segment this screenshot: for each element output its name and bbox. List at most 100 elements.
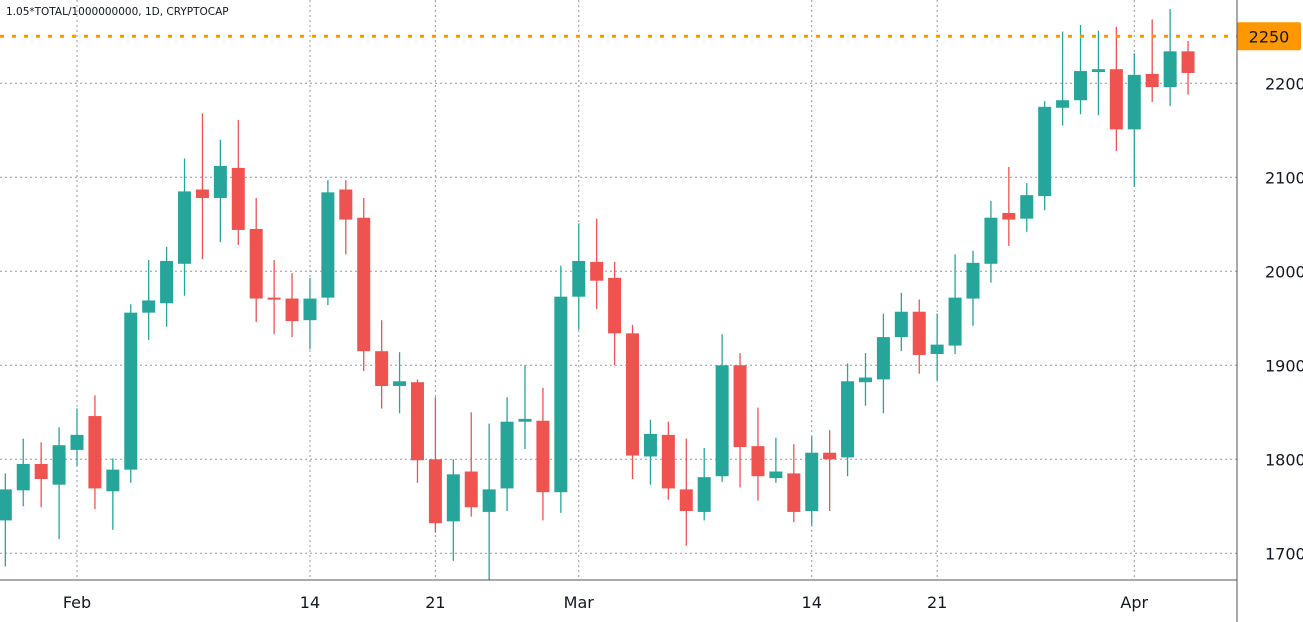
- candle-body: [1056, 100, 1070, 108]
- candle-up: [984, 200, 998, 283]
- candle-up: [769, 437, 783, 483]
- candle-up: [841, 363, 855, 477]
- candle-down: [249, 197, 263, 323]
- candle-down: [464, 412, 478, 517]
- candle-body: [393, 381, 407, 386]
- candle-body: [178, 191, 192, 264]
- candle-body: [500, 421, 514, 489]
- candle-up: [805, 436, 819, 526]
- candle-body: [267, 297, 281, 300]
- candle-body: [52, 445, 66, 485]
- candle-up: [303, 277, 317, 350]
- candle-body: [321, 192, 335, 298]
- candle-down: [1002, 166, 1016, 246]
- candle-body: [375, 351, 389, 386]
- candle-down: [733, 353, 747, 488]
- candle-down: [1109, 26, 1123, 151]
- y-tick-label: 2200: [1265, 74, 1303, 93]
- candle-body: [428, 459, 442, 524]
- x-tick-label: 21: [425, 593, 445, 612]
- candle-down: [375, 320, 389, 409]
- candle-up: [894, 292, 908, 352]
- candle-up: [0, 473, 12, 567]
- candle-up: [446, 459, 460, 561]
- candle-up: [142, 260, 156, 340]
- candle-body: [357, 217, 371, 352]
- candle-down: [428, 397, 442, 533]
- candle-down: [626, 324, 640, 480]
- candle-down: [339, 180, 353, 255]
- candle-body: [1145, 73, 1159, 88]
- candle-up: [1056, 31, 1070, 126]
- x-tick-label: Apr: [1120, 593, 1148, 612]
- x-tick-label: 21: [927, 593, 947, 612]
- candle-body: [1020, 195, 1034, 219]
- candle-body: [1002, 213, 1016, 220]
- candle-down: [1145, 19, 1159, 103]
- candle-down: [751, 407, 765, 501]
- candle-body: [1181, 51, 1195, 73]
- candle-down: [536, 387, 550, 521]
- candle-body: [823, 452, 837, 460]
- candles: [0, 9, 1195, 580]
- candle-up: [321, 180, 335, 306]
- candle-up: [1020, 182, 1034, 232]
- candle-up: [858, 353, 872, 406]
- candle-body: [608, 277, 622, 334]
- candle-body: [590, 261, 604, 281]
- candle-body: [142, 300, 156, 313]
- x-tick-label: 14: [300, 593, 320, 612]
- candle-body: [805, 452, 819, 511]
- candle-body: [213, 166, 227, 198]
- candle-body: [536, 420, 550, 493]
- candle-body: [948, 297, 962, 346]
- candle-body: [285, 298, 299, 322]
- candle-body: [787, 473, 801, 512]
- candle-body: [661, 434, 675, 489]
- candle-down: [267, 260, 281, 335]
- candle-up: [715, 334, 729, 482]
- candle-body: [1127, 74, 1141, 130]
- candle-body: [626, 333, 640, 456]
- candle-up: [1163, 9, 1177, 106]
- candle-up: [70, 408, 84, 466]
- candle-up: [518, 365, 532, 449]
- candle-down: [608, 261, 622, 366]
- candle-body: [858, 377, 872, 383]
- candle-up: [948, 254, 962, 355]
- candle-body: [1074, 71, 1088, 101]
- candle-body: [715, 365, 729, 477]
- x-tick-label: 14: [802, 593, 822, 612]
- candle-up: [1074, 25, 1088, 115]
- candle-down: [823, 430, 837, 511]
- candle-body: [410, 382, 424, 461]
- candle-body: [518, 418, 532, 422]
- candle-up: [966, 250, 980, 326]
- candle-up: [572, 223, 586, 330]
- candle-up: [1038, 101, 1052, 211]
- candle-body: [984, 217, 998, 264]
- candle-body: [1038, 106, 1052, 197]
- candle-up: [697, 448, 711, 521]
- candle-body: [339, 189, 353, 220]
- candle-up: [643, 419, 657, 485]
- candle-up: [876, 313, 890, 414]
- y-tick-label: 1700: [1265, 544, 1303, 563]
- candle-body: [0, 489, 12, 521]
- candle-up: [52, 427, 66, 540]
- candle-up: [500, 397, 514, 511]
- x-tick-label: Mar: [564, 593, 595, 612]
- candle-up: [213, 139, 227, 243]
- candle-body: [195, 189, 209, 198]
- candle-body: [303, 298, 317, 321]
- candle-body: [231, 167, 245, 230]
- candle-down: [1181, 41, 1195, 95]
- candle-down: [912, 299, 926, 374]
- y-tick-label: 1800: [1265, 450, 1303, 469]
- candle-body: [1091, 69, 1105, 73]
- candle-up: [930, 313, 944, 381]
- price-line: 2250: [0, 22, 1301, 51]
- candle-down: [285, 273, 299, 338]
